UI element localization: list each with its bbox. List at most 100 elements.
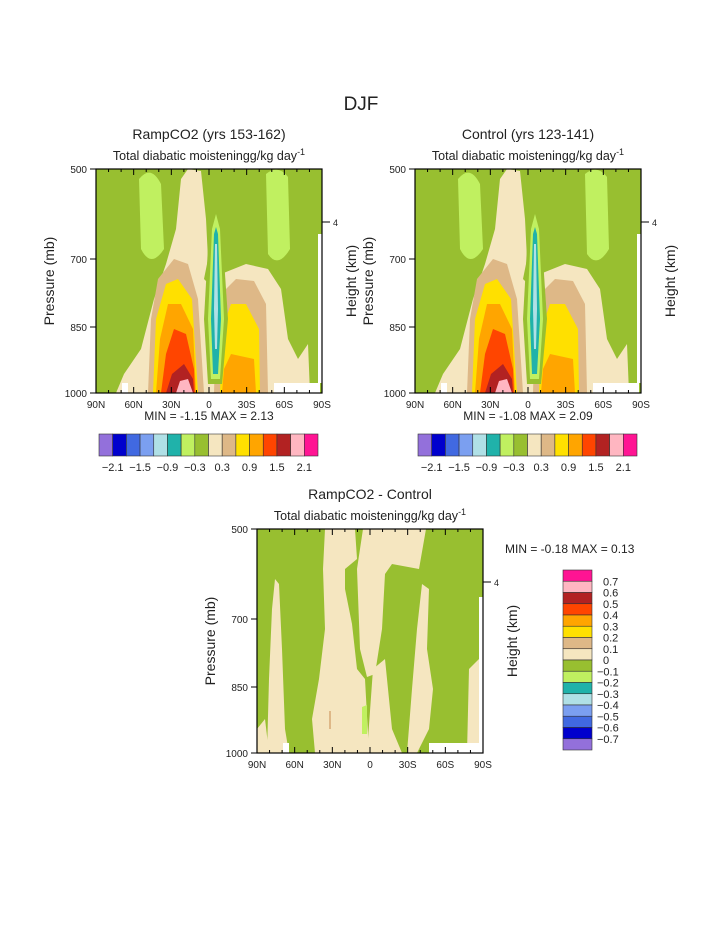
contour-region [176, 379, 193, 393]
colorbar-box [562, 670, 593, 683]
subtitle-units: g/kg day [411, 509, 459, 523]
colorbar-box [562, 603, 593, 616]
colorbar-box [139, 433, 155, 457]
colorbar-box [562, 648, 593, 661]
x-tick-label: 0 [206, 400, 212, 411]
colorbar-box [472, 433, 487, 457]
figure-title: DJF [344, 94, 379, 115]
y-tick-label: 850 [389, 323, 406, 334]
contour-region [222, 354, 256, 393]
colorbar-box [126, 433, 141, 457]
right-tick-label: 4 [494, 578, 499, 588]
x-tick-label: 60S [275, 400, 293, 411]
colorbar-box [581, 433, 597, 457]
min-max-readout: MIN = -0.18 MAX = 0.13 [505, 542, 635, 556]
contour-region [458, 172, 483, 259]
colorbar-box [513, 433, 528, 457]
subtitle-exponent: -1 [297, 147, 305, 157]
plot-area [257, 529, 483, 753]
contour-region [214, 244, 218, 349]
colorbar-box [431, 433, 446, 457]
panel-subtitle: Total diabatic moisteningg/kg day-1 [432, 147, 624, 163]
colorbar-box [180, 433, 196, 457]
plot-area [96, 169, 322, 393]
colorbar-label: −0.9 [476, 462, 498, 474]
colorbar-box [562, 625, 593, 638]
colorbar-label: 0.2 [603, 633, 618, 645]
x-tick-label: 90S [313, 400, 331, 411]
colorbar-label: 2.1 [616, 462, 631, 474]
x-tick-label: 90N [406, 400, 424, 411]
colorbar-label: 0.5 [603, 599, 618, 611]
max-label: MAX = [530, 409, 570, 423]
colorbar-box [458, 433, 474, 457]
colorbar-label: 0.3 [603, 621, 618, 633]
contour-region [312, 529, 369, 753]
x-tick-label: 90N [87, 400, 105, 411]
contour-region [329, 711, 331, 729]
colorbar-label: −0.2 [597, 678, 619, 690]
contour-region [533, 244, 537, 349]
min-label: MIN = [144, 409, 180, 423]
right-tick-label: 4 [333, 218, 338, 228]
colorbar-label: −0.4 [597, 700, 619, 712]
missing-data-region [637, 234, 641, 383]
colorbar-box [208, 433, 223, 457]
y-tick-label: 500 [231, 525, 248, 536]
right-tick-label: 4 [652, 218, 657, 228]
y-tick-label: 700 [389, 255, 406, 266]
colorbar-label: 0 [603, 655, 609, 667]
max-label: MAX = [211, 409, 251, 423]
min-value: -0.18 [541, 542, 572, 556]
colorbar-label: 2.1 [297, 462, 312, 474]
contour-region [541, 354, 575, 393]
right-axis-label: Height (km) [662, 245, 678, 317]
colorbar-label: 0.4 [603, 610, 618, 622]
colorbar-label: 0.3 [215, 462, 230, 474]
contour-panel-2: Control (yrs 123-141) Total diabatic mois… [360, 126, 678, 474]
colorbar-label: 0.9 [242, 462, 257, 474]
min-max-readout: MIN = -1.15 MAX = 2.13 [144, 409, 274, 423]
colorbar-label: −0.1 [597, 666, 619, 678]
colorbar-label: −0.7 [597, 734, 619, 746]
x-tick-label: 30N [162, 400, 180, 411]
colorbar-label: −0.6 [597, 723, 619, 735]
min-value: -1.15 [180, 409, 211, 423]
right-axis-label: Height (km) [343, 245, 359, 317]
subtitle-text: Total diabatic moistening [274, 509, 411, 523]
colorbar-label: 0.1 [603, 644, 618, 656]
colorbar-box [562, 569, 593, 582]
colorbar-box [562, 727, 593, 740]
colorbar-label: −0.3 [597, 689, 619, 701]
colorbar-box [562, 693, 593, 706]
min-label: MIN = [505, 542, 541, 556]
colorbar-box [595, 433, 610, 457]
colorbar-box [562, 738, 593, 751]
panel-title: RampCO2 (yrs 153-162) [132, 126, 285, 142]
x-tick-label: 90N [248, 760, 266, 771]
colorbar-box [194, 433, 209, 457]
y-tick-label: 850 [231, 683, 248, 694]
contour-region [407, 584, 433, 753]
colorbar-box [167, 433, 182, 457]
x-tick-label: 30S [557, 400, 575, 411]
colorbar-box [249, 433, 264, 457]
colorbar-box [276, 433, 291, 457]
colorbar-box [527, 433, 542, 457]
min-value: -1.08 [499, 409, 530, 423]
x-tick-label: 60S [436, 760, 454, 771]
colorbar-box [562, 715, 593, 728]
colorbar-box [562, 592, 593, 605]
y-tick-label: 700 [70, 255, 87, 266]
x-tick-label: 30N [481, 400, 499, 411]
colorbar-box [499, 433, 515, 457]
x-tick-label: 30S [238, 400, 256, 411]
contour-region [139, 172, 164, 259]
colorbar-box [486, 433, 501, 457]
max-value: 0.13 [611, 542, 635, 556]
colorbar-box [417, 433, 432, 457]
colorbar-box [98, 433, 113, 457]
colorbar-box [112, 433, 127, 457]
colorbar-label: 1.5 [588, 462, 603, 474]
